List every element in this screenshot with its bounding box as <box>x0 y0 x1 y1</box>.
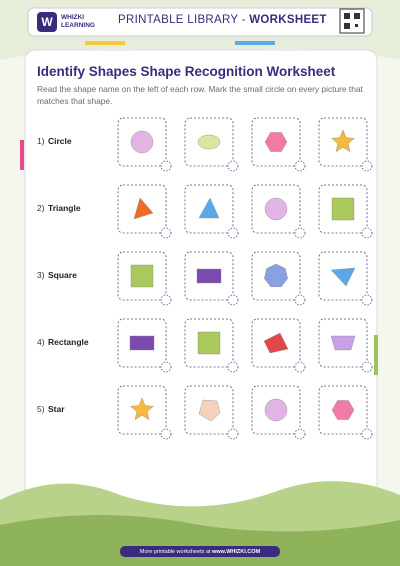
row-number: 4) <box>37 337 45 347</box>
header-bar <box>27 7 373 37</box>
instructions: Read the shape name on the left of each … <box>37 84 363 106</box>
answer-circle[interactable] <box>294 294 306 306</box>
shape <box>331 129 355 153</box>
row-label: Square <box>48 270 77 280</box>
shape <box>264 197 288 221</box>
header-title: PRINTABLE LIBRARY - WORKSHEET <box>118 14 327 26</box>
row-label: Circle <box>48 136 72 146</box>
answer-circle[interactable] <box>294 160 306 172</box>
row-label: Star <box>48 404 65 414</box>
header-title-bold: WORKSHEET <box>249 14 327 26</box>
shape <box>264 398 288 422</box>
brand-sub: LEARNING <box>61 22 95 29</box>
shape <box>130 264 154 288</box>
shape <box>264 132 288 152</box>
answer-circle[interactable] <box>227 428 239 440</box>
footer-link[interactable]: www.WHIZKI.COM <box>212 549 261 555</box>
shape <box>198 399 221 422</box>
answer-circle[interactable] <box>160 428 172 440</box>
shape <box>264 263 288 288</box>
row-number: 1) <box>37 136 45 146</box>
answer-circle[interactable] <box>361 160 373 172</box>
answer-circle[interactable] <box>227 160 239 172</box>
answer-circle[interactable] <box>227 361 239 373</box>
answer-circle[interactable] <box>160 227 172 239</box>
answer-circle[interactable] <box>160 361 172 373</box>
answer-circle[interactable] <box>361 294 373 306</box>
footer-bar <box>120 546 280 557</box>
brand: WHIZKI <box>61 14 85 21</box>
row-label: Triangle <box>48 203 81 213</box>
row-number: 3) <box>37 270 45 280</box>
worksheet-title: Identify Shapes Shape Recognition Worksh… <box>37 64 336 79</box>
answer-circle[interactable] <box>361 227 373 239</box>
shape <box>129 335 155 351</box>
qr-code <box>339 8 365 34</box>
shape <box>331 400 355 420</box>
row-label: Rectangle <box>48 337 89 347</box>
shape <box>198 197 220 219</box>
answer-circle[interactable] <box>227 294 239 306</box>
shape <box>330 335 356 351</box>
answer-circle[interactable] <box>361 428 373 440</box>
answer-circle[interactable] <box>294 227 306 239</box>
footer: More printable worksheets at www.WHIZKI.… <box>0 549 400 555</box>
shape <box>331 197 355 221</box>
row-number: 2) <box>37 203 45 213</box>
svg-text:W: W <box>41 15 53 29</box>
row-number: 5) <box>37 404 45 414</box>
shape <box>133 197 154 220</box>
footer-text: More printable worksheets at <box>139 549 213 555</box>
shape <box>330 267 356 287</box>
answer-circle[interactable] <box>227 227 239 239</box>
shape <box>263 332 289 354</box>
logo <box>37 12 57 32</box>
answer-circle[interactable] <box>160 294 172 306</box>
bottom-decor <box>0 515 400 566</box>
answer-circle[interactable] <box>361 361 373 373</box>
shape <box>197 134 221 150</box>
answer-circle[interactable] <box>160 160 172 172</box>
shape <box>197 331 221 355</box>
shape <box>130 130 154 154</box>
answer-circle[interactable] <box>294 428 306 440</box>
header-title-text: PRINTABLE LIBRARY - <box>118 14 250 26</box>
shape <box>196 268 222 284</box>
shape <box>130 397 154 421</box>
answer-circle[interactable] <box>294 361 306 373</box>
